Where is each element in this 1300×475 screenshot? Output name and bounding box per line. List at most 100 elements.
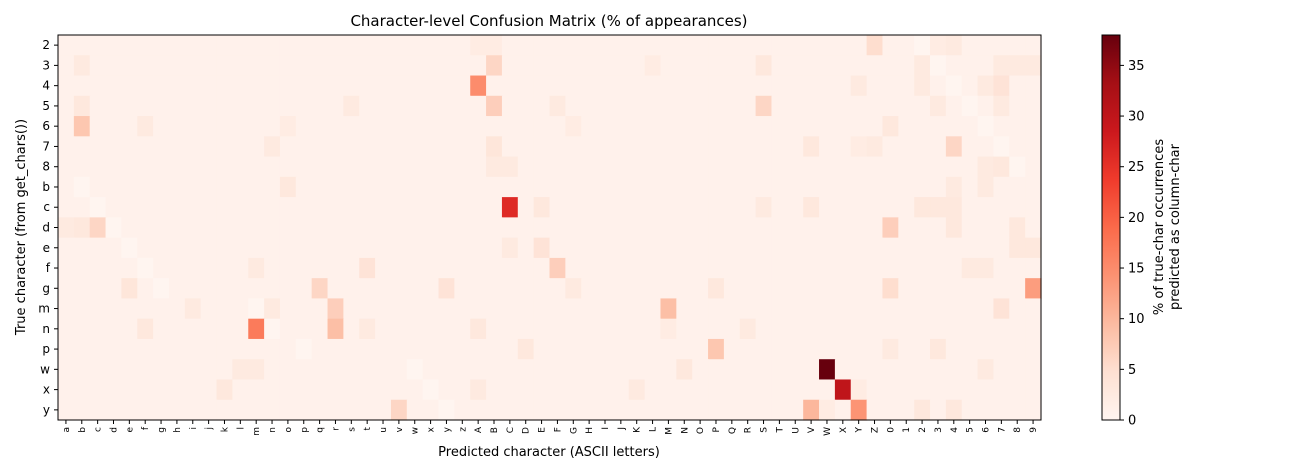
heatmap-cell — [232, 399, 249, 421]
heatmap-cell — [914, 257, 931, 279]
heatmap-cell — [422, 278, 440, 300]
heatmap-cell — [200, 217, 218, 239]
heatmap-cell — [961, 217, 979, 239]
heatmap-cell — [708, 75, 725, 97]
heatmap-cell — [105, 338, 123, 360]
heatmap-cell — [232, 298, 249, 320]
x-tick-label: u — [379, 427, 389, 433]
heatmap-cell — [977, 136, 995, 158]
heatmap-cell — [137, 35, 154, 56]
heatmap-cell — [692, 156, 709, 178]
heatmap-cell — [914, 136, 931, 158]
heatmap-cell — [375, 399, 392, 421]
heatmap-cell — [787, 278, 804, 300]
heatmap-cell — [216, 399, 234, 421]
heatmap-cell — [930, 75, 947, 97]
heatmap-cell — [168, 399, 186, 421]
heatmap-cell — [708, 136, 725, 158]
heatmap-cell — [58, 55, 75, 77]
heatmap-cell — [834, 176, 852, 198]
heatmap-cell — [311, 318, 329, 340]
x-tick-label: 1 — [902, 427, 912, 433]
heatmap-cell — [58, 278, 75, 300]
heatmap-cell — [248, 237, 265, 259]
heatmap-cell — [914, 379, 931, 401]
y-tick-label: b — [42, 180, 50, 194]
heatmap-cell — [327, 116, 344, 137]
heatmap-cell — [914, 197, 931, 218]
heatmap-cell — [660, 278, 677, 300]
x-tick-label: I — [601, 427, 611, 430]
heatmap-cell — [184, 75, 202, 97]
heatmap-cell — [819, 136, 836, 158]
heatmap-cell — [898, 278, 915, 300]
heatmap-cell — [248, 379, 265, 401]
heatmap-cell — [723, 95, 741, 117]
heatmap-cell — [866, 75, 884, 97]
heatmap-cell — [692, 318, 709, 340]
heatmap-cell — [898, 379, 915, 401]
heatmap-cell — [755, 379, 773, 401]
heatmap-cell — [137, 359, 154, 381]
heatmap-cell — [533, 359, 551, 381]
heatmap-cell — [597, 379, 614, 401]
heatmap-cell — [200, 359, 218, 381]
heatmap-cell — [216, 75, 234, 97]
heatmap-cell — [676, 338, 693, 360]
heatmap-cell — [311, 136, 329, 158]
heatmap-cell — [454, 35, 471, 56]
heatmap-cell — [295, 338, 313, 360]
heatmap-cell — [438, 136, 455, 158]
heatmap-cell — [977, 55, 995, 77]
heatmap-cell — [264, 156, 281, 178]
heatmap-cell — [1009, 257, 1026, 279]
heatmap-cell — [803, 35, 820, 56]
heatmap-cell — [771, 338, 788, 360]
heatmap-cell — [549, 237, 566, 259]
heatmap-cell — [438, 176, 455, 198]
x-tick-label: r — [331, 427, 341, 431]
heatmap-cell — [692, 95, 709, 117]
heatmap-cell — [739, 116, 757, 137]
heatmap-cell — [137, 338, 154, 360]
heatmap-cell — [660, 298, 677, 320]
heatmap-cell — [501, 278, 519, 300]
heatmap-cell — [660, 95, 677, 117]
heatmap-cell — [533, 379, 551, 401]
heatmap-cell — [216, 278, 234, 300]
heatmap-cell — [501, 217, 519, 239]
x-axis-title: Predicted character (ASCII letters) — [438, 445, 660, 460]
heatmap-cell — [739, 237, 757, 259]
x-tick-label: n — [268, 427, 278, 433]
heatmap-cell — [850, 136, 868, 158]
heatmap-cell — [58, 35, 75, 56]
heatmap-cell — [1009, 75, 1026, 97]
heatmap-cell — [470, 35, 487, 56]
heatmap-cell — [977, 359, 995, 381]
heatmap-cell — [755, 298, 773, 320]
heatmap-cell — [375, 217, 392, 239]
heatmap-cell — [612, 95, 630, 117]
heatmap-cell — [295, 237, 313, 259]
heatmap-cell — [898, 95, 915, 117]
heatmap-cell — [422, 95, 440, 117]
heatmap-cell — [486, 176, 503, 198]
heatmap-cell — [787, 136, 804, 158]
x-tick-label: C — [506, 427, 516, 433]
heatmap-cell — [660, 257, 677, 279]
heatmap-cell — [612, 338, 630, 360]
heatmap-cell — [914, 35, 931, 56]
heatmap-cell — [628, 217, 646, 239]
heatmap-cell — [216, 197, 234, 218]
heatmap-cell — [454, 257, 471, 279]
heatmap-cell — [184, 399, 202, 421]
heatmap-cell — [660, 338, 677, 360]
heatmap-cell — [628, 55, 646, 77]
heatmap-cell — [708, 217, 725, 239]
heatmap-cell — [311, 237, 329, 259]
heatmap-cell — [375, 197, 392, 218]
heatmap-cell — [232, 197, 249, 218]
x-tick-label: j — [205, 427, 215, 431]
heatmap-cell — [755, 257, 773, 279]
heatmap-cell — [628, 318, 646, 340]
